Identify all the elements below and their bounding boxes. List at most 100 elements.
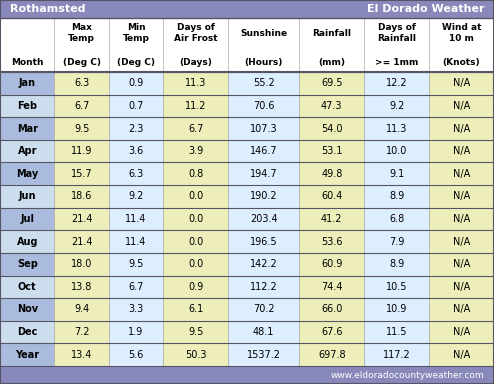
Text: Min
Temp: Min Temp — [123, 23, 150, 43]
Text: Days of
Air Frost: Days of Air Frost — [174, 23, 217, 43]
Text: Jun: Jun — [18, 191, 36, 201]
Text: 0.7: 0.7 — [128, 101, 144, 111]
Text: 11.3: 11.3 — [185, 78, 206, 88]
Text: N/A: N/A — [453, 124, 470, 134]
Text: N/A: N/A — [453, 259, 470, 269]
Text: 47.3: 47.3 — [321, 101, 342, 111]
Text: N/A: N/A — [453, 350, 470, 360]
Bar — [109, 208, 164, 230]
Bar — [364, 72, 429, 94]
Text: Month: Month — [11, 58, 43, 67]
Text: 9.2: 9.2 — [389, 101, 405, 111]
Text: 21.4: 21.4 — [71, 237, 92, 247]
Text: 11.4: 11.4 — [125, 237, 147, 247]
Text: 190.2: 190.2 — [250, 191, 278, 201]
Text: 142.2: 142.2 — [250, 259, 278, 269]
Text: N/A: N/A — [453, 214, 470, 224]
Bar — [109, 276, 164, 298]
Text: Rothamsted: Rothamsted — [10, 4, 85, 14]
Bar — [429, 321, 494, 343]
Bar — [0, 94, 54, 117]
Bar — [54, 253, 109, 276]
Text: 9.5: 9.5 — [74, 124, 89, 134]
Bar — [228, 321, 299, 343]
Bar — [164, 140, 228, 162]
Bar — [429, 276, 494, 298]
Bar — [164, 185, 228, 208]
Text: Days of
Rainfall: Days of Rainfall — [377, 23, 416, 43]
Text: Max
Temp: Max Temp — [68, 23, 95, 43]
Text: Rainfall: Rainfall — [312, 29, 351, 38]
Bar — [0, 343, 54, 366]
Bar — [429, 72, 494, 94]
Bar — [109, 140, 164, 162]
Bar — [109, 117, 164, 140]
Bar — [0, 366, 494, 384]
Text: 0.9: 0.9 — [188, 282, 204, 292]
Bar — [109, 185, 164, 208]
Bar — [364, 94, 429, 117]
Text: 1537.2: 1537.2 — [247, 350, 281, 360]
Bar — [0, 162, 54, 185]
Text: (Knots): (Knots) — [443, 58, 480, 67]
Text: Aug: Aug — [16, 237, 38, 247]
Bar — [228, 72, 299, 94]
Text: 70.6: 70.6 — [253, 101, 275, 111]
Bar — [109, 298, 164, 321]
Bar — [164, 253, 228, 276]
Bar — [0, 185, 54, 208]
Text: 6.3: 6.3 — [128, 169, 144, 179]
Text: N/A: N/A — [453, 169, 470, 179]
Bar — [109, 72, 164, 94]
Text: 11.5: 11.5 — [386, 327, 408, 337]
Text: 70.2: 70.2 — [253, 305, 275, 314]
Bar — [364, 298, 429, 321]
Bar — [164, 343, 228, 366]
Text: 48.1: 48.1 — [253, 327, 275, 337]
Bar — [228, 276, 299, 298]
Text: 117.2: 117.2 — [383, 350, 411, 360]
Text: 11.4: 11.4 — [125, 214, 147, 224]
Text: N/A: N/A — [453, 101, 470, 111]
Text: 18.6: 18.6 — [71, 191, 92, 201]
Text: Mar: Mar — [17, 124, 38, 134]
Text: El Dorado Weather: El Dorado Weather — [367, 4, 484, 14]
Text: 6.7: 6.7 — [188, 124, 204, 134]
Bar — [0, 276, 54, 298]
Text: May: May — [16, 169, 39, 179]
Text: 3.3: 3.3 — [128, 305, 144, 314]
Bar — [228, 343, 299, 366]
Text: 9.1: 9.1 — [389, 169, 404, 179]
Bar — [429, 230, 494, 253]
Text: 8.9: 8.9 — [389, 259, 404, 269]
Text: (Days): (Days) — [179, 58, 212, 67]
Text: 697.8: 697.8 — [318, 350, 346, 360]
Text: 41.2: 41.2 — [321, 214, 342, 224]
Bar — [54, 321, 109, 343]
Bar — [54, 94, 109, 117]
Text: Dec: Dec — [17, 327, 38, 337]
Bar — [164, 208, 228, 230]
Bar — [299, 162, 364, 185]
Bar — [164, 276, 228, 298]
Text: Apr: Apr — [17, 146, 37, 156]
Bar — [429, 162, 494, 185]
Text: 60.9: 60.9 — [321, 259, 342, 269]
Text: 11.3: 11.3 — [386, 124, 408, 134]
Bar — [54, 72, 109, 94]
Text: 54.0: 54.0 — [321, 124, 342, 134]
Bar — [364, 343, 429, 366]
Bar — [364, 230, 429, 253]
Text: Jul: Jul — [20, 214, 34, 224]
Text: 11.9: 11.9 — [71, 146, 92, 156]
Text: 3.9: 3.9 — [188, 146, 204, 156]
Bar — [429, 343, 494, 366]
Text: Nov: Nov — [17, 305, 38, 314]
Text: 6.3: 6.3 — [74, 78, 89, 88]
Text: N/A: N/A — [453, 305, 470, 314]
Bar — [109, 321, 164, 343]
Text: Oct: Oct — [18, 282, 37, 292]
Text: 10.5: 10.5 — [386, 282, 408, 292]
Text: 15.7: 15.7 — [71, 169, 92, 179]
Bar — [0, 321, 54, 343]
